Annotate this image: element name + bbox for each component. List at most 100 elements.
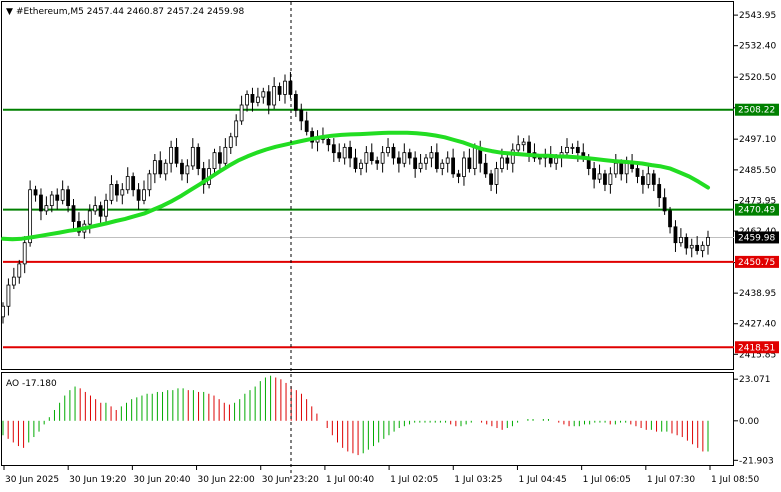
- price-tick-label: 2532.40: [739, 42, 776, 52]
- candle: [657, 177, 662, 207]
- header-triangle-icon: ▼: [6, 7, 13, 17]
- candle: [527, 135, 531, 162]
- candle: [174, 138, 179, 168]
- candle: [245, 90, 249, 112]
- candle: [635, 164, 640, 184]
- candle: [218, 146, 222, 173]
- candle: [489, 169, 493, 192]
- time-tick-label: 1 Jul 03:25: [454, 475, 502, 485]
- candle: [429, 146, 434, 168]
- candle: [131, 172, 136, 197]
- ma-line: [1, 130, 710, 242]
- candle: [651, 169, 656, 192]
- candle: [277, 82, 282, 102]
- time-tick-label: 1 Jul 02:05: [390, 475, 438, 485]
- candle: [565, 138, 569, 157]
- candle: [98, 201, 103, 223]
- candle: [396, 151, 401, 173]
- candle: [125, 167, 130, 194]
- candle: [22, 236, 27, 274]
- candle: [185, 159, 190, 184]
- price-tick-label: 2438.95: [739, 289, 776, 299]
- candle: [684, 233, 689, 255]
- candle: [369, 143, 374, 165]
- candle: [272, 77, 277, 109]
- candle: [234, 114, 239, 147]
- candle: [163, 159, 168, 181]
- candle: [386, 138, 390, 157]
- current-price-tag: 2459.98: [738, 233, 775, 243]
- candle: [418, 153, 423, 173]
- main-chart-frame: [1, 1, 734, 370]
- candle: [451, 148, 456, 178]
- candle: [169, 140, 174, 173]
- candle: [49, 191, 54, 213]
- candle: [304, 111, 309, 136]
- ao-frame: [1, 372, 734, 466]
- candle: [613, 153, 618, 178]
- ao-tick-label: 0.00: [739, 417, 759, 427]
- candle: [407, 148, 412, 165]
- candle: [288, 71, 293, 99]
- candle: [570, 143, 575, 154]
- candle: [114, 180, 119, 202]
- candle: [440, 159, 445, 176]
- candle: [66, 185, 70, 213]
- candle: [331, 138, 336, 162]
- candle: [592, 161, 597, 189]
- price-tick-label: 2520.50: [739, 73, 776, 83]
- price-tick-label: 2415.85: [739, 350, 776, 360]
- candle: [44, 196, 49, 215]
- candle: [1, 302, 5, 324]
- candle: [60, 180, 65, 205]
- candle: [196, 143, 201, 176]
- candle: [668, 206, 672, 234]
- price-tick-label: 2473.95: [739, 196, 776, 206]
- time-tick-label: 30 Jun 19:20: [69, 475, 126, 485]
- candle: [212, 148, 217, 176]
- support-resistance-levels: [3, 108, 734, 349]
- candle: [391, 143, 396, 165]
- candle: [11, 267, 16, 290]
- time-tick-label: 1 Jul 08:50: [711, 475, 760, 485]
- candle: [147, 169, 152, 197]
- ao-histogram: [2, 375, 709, 456]
- price-tick-label: 2427.40: [739, 320, 776, 330]
- level-price-tag: 2450.75: [738, 258, 775, 268]
- candle: [483, 153, 488, 178]
- candle: [228, 132, 233, 154]
- candle: [223, 138, 228, 168]
- time-tick-label: 1 Jul 06:05: [583, 475, 631, 485]
- candle: [250, 87, 255, 112]
- candle: [380, 146, 385, 173]
- candle: [521, 138, 526, 152]
- candle: [348, 140, 352, 168]
- candle: [364, 146, 369, 173]
- moving-average: [1, 130, 710, 242]
- candle: [142, 180, 146, 205]
- time-tick-label: 30 Jun 20:40: [133, 475, 190, 485]
- candle: [353, 148, 358, 173]
- candle: [646, 164, 651, 189]
- time-tick-label: 1 Jul 04:45: [518, 475, 566, 485]
- candle: [77, 212, 81, 237]
- candle: [55, 188, 60, 210]
- candle: [239, 95, 244, 125]
- candle: [597, 164, 602, 184]
- candle: [93, 196, 98, 215]
- price-tick-label: 2543.95: [739, 11, 776, 21]
- candle: [695, 236, 700, 255]
- candle: [190, 138, 195, 170]
- candle: [120, 183, 125, 205]
- candle: [158, 151, 163, 178]
- candle: [462, 151, 466, 186]
- time-axis: 30 Jun 2025 30 Jun 19:20 30 Jun 20:40 30 Ju…: [3, 466, 760, 485]
- candle: [299, 103, 304, 131]
- candle: [359, 159, 363, 176]
- candle: [445, 151, 450, 173]
- level-price-tag: 2418.51: [738, 343, 775, 353]
- candle: [6, 278, 11, 316]
- time-tick-label: 1 Jul 07:30: [647, 475, 696, 485]
